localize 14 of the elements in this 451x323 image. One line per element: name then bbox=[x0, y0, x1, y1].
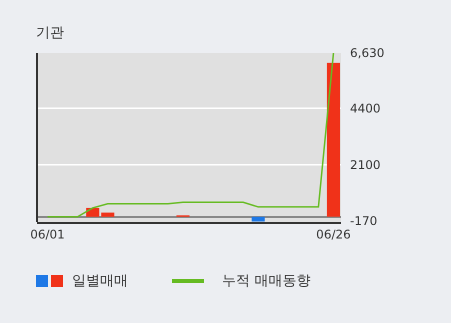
legend-label: 일별매매 bbox=[72, 272, 128, 290]
y-tick-label: -170 bbox=[350, 214, 378, 228]
bar bbox=[101, 212, 114, 217]
bar bbox=[252, 216, 265, 222]
bar bbox=[86, 208, 100, 217]
legend-label: 누적 매매동향 bbox=[222, 272, 310, 290]
x-tick-label: 06/26 bbox=[316, 227, 351, 242]
y-tick-label: 2100 bbox=[350, 158, 381, 172]
y-tick-label: 4400 bbox=[350, 101, 381, 116]
line-series bbox=[46, 53, 334, 218]
y-tick-label: 6,630 bbox=[350, 46, 384, 60]
bar bbox=[326, 62, 340, 217]
x-tick-label: 06/01 bbox=[30, 227, 65, 242]
chart-title: 기관 bbox=[36, 24, 64, 42]
